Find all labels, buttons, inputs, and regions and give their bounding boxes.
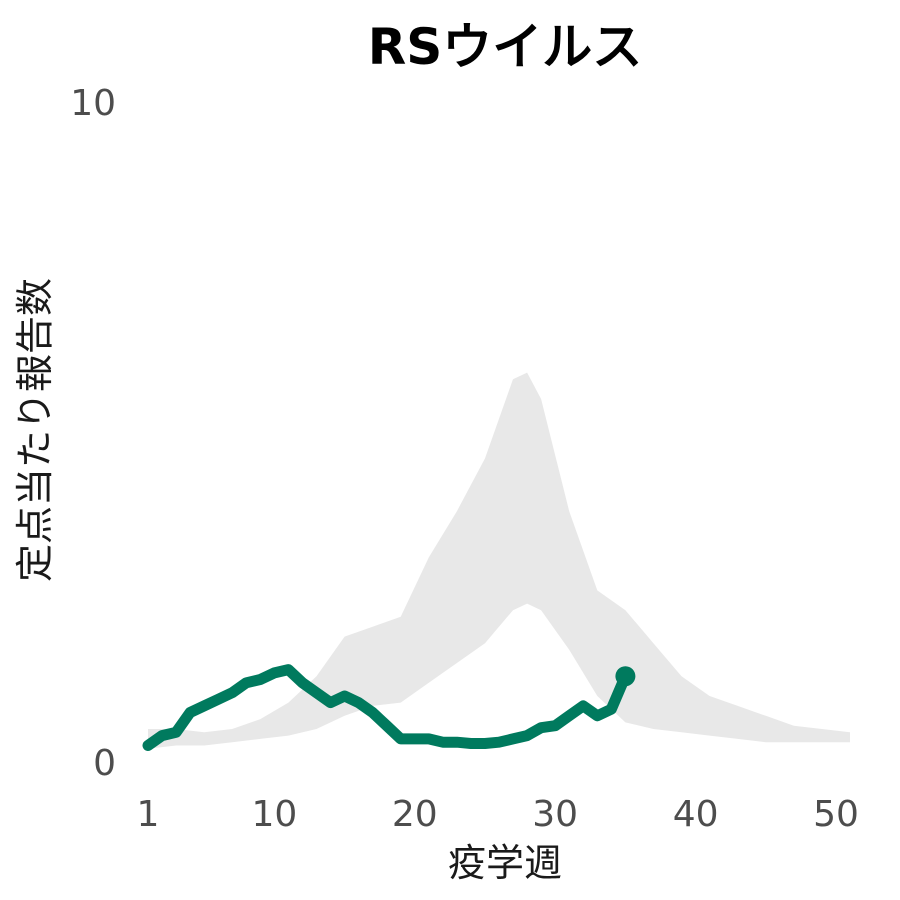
latest-point-marker: [615, 666, 636, 687]
x-tick-label: 1: [137, 794, 160, 835]
chart-title: RSウイルス: [368, 18, 643, 76]
range-band: [148, 372, 850, 749]
y-tick-label: 0: [93, 743, 116, 784]
x-tick-label: 50: [813, 794, 859, 835]
y-axis: 0 10: [70, 83, 116, 784]
x-tick-label: 30: [532, 794, 578, 835]
x-axis: 1 10 20 30 40 50: [137, 794, 859, 835]
line-layer: [142, 664, 636, 751]
y-axis-label: 定点当たり報告数: [13, 278, 57, 582]
x-tick-label: 40: [673, 794, 719, 835]
x-tick-label: 20: [392, 794, 438, 835]
x-tick-label: 10: [251, 794, 297, 835]
band-layer: [148, 372, 850, 749]
y-tick-label: 10: [70, 83, 116, 124]
series-line: [142, 664, 631, 751]
x-axis-label: 疫学週: [448, 841, 562, 885]
